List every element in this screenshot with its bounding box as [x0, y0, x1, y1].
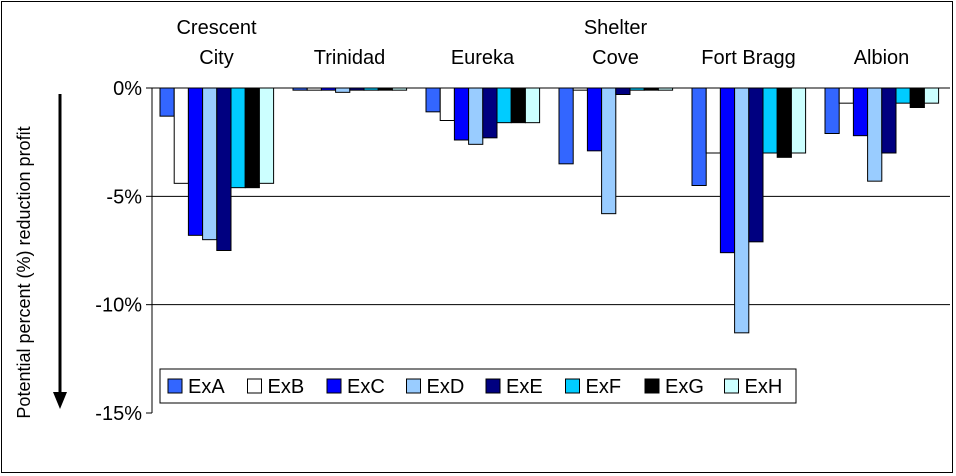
gridlines [152, 87, 950, 306]
legend-swatch [644, 378, 660, 394]
bar [482, 87, 498, 139]
y-axis-title: Potential percent (%) reduction profit [14, 126, 34, 418]
legend-label: ExE [506, 376, 543, 398]
bar [244, 87, 260, 189]
y-tick-label: -10% [95, 295, 142, 317]
bar [643, 87, 659, 91]
legend: ExA ExB ExC ExD ExE ExF ExG ExH [159, 368, 797, 404]
bar [776, 87, 792, 158]
category-label: Fort Bragg [701, 47, 795, 69]
category-label: Crescent [176, 17, 256, 39]
category-label: Shelter [584, 17, 648, 39]
bar [524, 87, 541, 124]
bar [895, 87, 911, 104]
bar [258, 87, 275, 184]
bar [173, 87, 189, 184]
bar [719, 87, 736, 254]
legend-swatch [247, 378, 262, 394]
legend-label: ExA [188, 376, 225, 398]
bar [202, 87, 218, 241]
bar [657, 87, 674, 91]
legend-swatch [326, 378, 342, 394]
bar [187, 87, 204, 236]
bar [629, 87, 645, 91]
legend-swatch [565, 378, 580, 394]
bar [159, 87, 175, 117]
bar [909, 87, 925, 108]
y-tick-label: -15% [95, 403, 142, 425]
bar [748, 87, 764, 243]
category-label: Eureka [451, 47, 515, 69]
legend-swatch [167, 378, 183, 394]
bar [586, 87, 603, 152]
bar [306, 87, 322, 91]
bar [425, 87, 441, 113]
arrow-head [53, 392, 67, 409]
bar [496, 87, 512, 124]
legend-label: ExB [268, 376, 305, 398]
bar [363, 87, 379, 91]
bar [349, 87, 365, 91]
legend-box [159, 368, 797, 404]
y-tick-label: -5% [106, 186, 142, 208]
legend-label: ExH [745, 376, 783, 398]
bar [838, 87, 854, 104]
legend-label: ExG [665, 376, 704, 398]
category-label: Cove [592, 47, 639, 69]
category-label: Albion [854, 47, 910, 69]
bar [468, 87, 484, 145]
bar [691, 87, 707, 186]
bar [320, 87, 337, 91]
bar [923, 87, 940, 104]
bar [230, 87, 246, 189]
bar [867, 87, 883, 182]
legend-label: ExF [586, 376, 622, 398]
bar [572, 87, 588, 91]
bar [734, 87, 750, 334]
labels: 0% -5% -10% -15% Crescent City Trinidad Eureka S… [14, 17, 909, 425]
bar [762, 87, 778, 154]
y-tick-label: 0% [113, 78, 142, 100]
bar [510, 87, 526, 124]
legend-label: ExC [347, 376, 385, 398]
category-label: City [199, 47, 233, 69]
bar [453, 87, 470, 141]
bar [558, 87, 574, 165]
bar [790, 87, 807, 154]
bar [824, 87, 840, 134]
bars [159, 87, 940, 334]
bar [377, 87, 393, 91]
bar [292, 87, 308, 91]
bar [216, 87, 232, 251]
bar [852, 87, 869, 137]
bar [881, 87, 897, 154]
bar [439, 87, 455, 121]
bar [335, 87, 351, 93]
legend-swatch [406, 378, 421, 394]
legend-label: ExD [427, 376, 465, 398]
legend-swatch [485, 378, 501, 394]
category-label: Trinidad [314, 47, 386, 69]
bar [705, 87, 721, 154]
bar [391, 87, 408, 91]
legend-swatch [724, 378, 739, 394]
axes [53, 87, 153, 414]
bar [615, 87, 631, 95]
bar [601, 87, 617, 215]
